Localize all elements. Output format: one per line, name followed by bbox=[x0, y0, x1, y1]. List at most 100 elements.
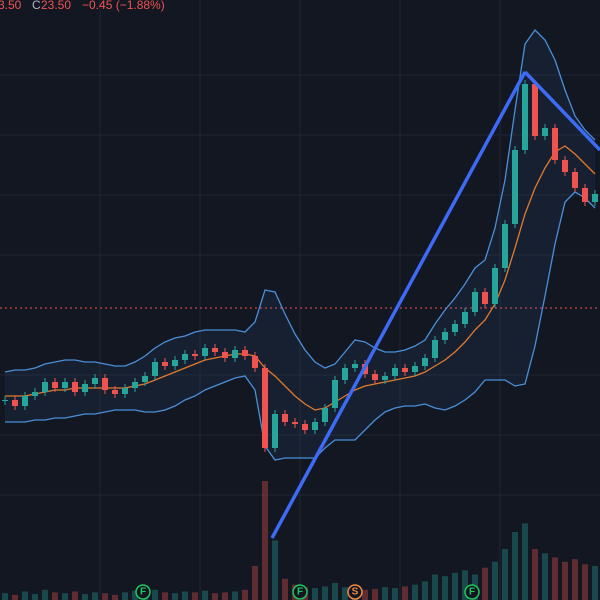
candle bbox=[302, 424, 308, 430]
candle bbox=[382, 376, 388, 380]
candle bbox=[442, 332, 448, 340]
volume-bar bbox=[272, 540, 278, 600]
trend-line bbox=[523, 70, 600, 152]
volume-bar bbox=[452, 572, 458, 600]
candle bbox=[322, 408, 328, 422]
volume-bar bbox=[342, 587, 348, 600]
candle bbox=[552, 128, 558, 160]
volume-bar bbox=[92, 592, 98, 600]
volume-bar bbox=[62, 593, 68, 600]
volume-bar bbox=[312, 588, 318, 600]
candle bbox=[282, 414, 288, 422]
candle bbox=[372, 374, 378, 380]
candle bbox=[432, 340, 438, 358]
volume-bar bbox=[132, 590, 138, 600]
volume-bar bbox=[102, 593, 108, 600]
volume-bar bbox=[552, 557, 558, 600]
volume-bar bbox=[562, 561, 568, 600]
volume-bar bbox=[112, 594, 118, 600]
volume-bar bbox=[412, 584, 418, 600]
candle bbox=[122, 388, 128, 394]
candle bbox=[142, 376, 148, 382]
event-label: F bbox=[469, 587, 475, 598]
volume-bar bbox=[592, 566, 598, 600]
candle bbox=[352, 364, 358, 368]
volume-bar bbox=[172, 593, 178, 600]
volume-bar bbox=[22, 591, 28, 600]
events: F F S F bbox=[135, 584, 480, 600]
candle bbox=[572, 172, 578, 188]
volume-bar bbox=[542, 553, 548, 600]
candle bbox=[312, 422, 318, 430]
volume-bar bbox=[462, 570, 468, 600]
candle bbox=[42, 382, 48, 392]
candle bbox=[522, 84, 528, 150]
volume-bar bbox=[442, 576, 448, 600]
volume-bar bbox=[242, 589, 248, 600]
event-label: F bbox=[140, 587, 146, 598]
candle bbox=[422, 358, 428, 366]
volume-bar bbox=[392, 588, 398, 600]
candle bbox=[32, 392, 38, 396]
volume-bar bbox=[42, 589, 48, 600]
volume-bar bbox=[162, 592, 168, 600]
volume-bar bbox=[222, 592, 228, 600]
candle bbox=[582, 188, 588, 202]
candle bbox=[452, 324, 458, 332]
candle bbox=[12, 400, 18, 406]
candle bbox=[262, 368, 268, 448]
candle bbox=[292, 422, 298, 424]
volume-bar bbox=[322, 586, 328, 600]
close-value: 23.50 bbox=[41, 0, 71, 12]
event-label: S bbox=[352, 587, 359, 598]
volume-bar bbox=[152, 589, 158, 600]
candle bbox=[2, 400, 8, 401]
volume-bar bbox=[482, 567, 488, 600]
candle bbox=[332, 380, 338, 408]
candle bbox=[92, 378, 98, 384]
volume-bar bbox=[52, 592, 58, 600]
candle bbox=[562, 160, 568, 172]
prev-value: 3.50 bbox=[0, 0, 22, 12]
trend-line bbox=[270, 71, 527, 539]
event-marker[interactable] bbox=[292, 584, 308, 600]
candle bbox=[212, 348, 218, 352]
event-marker[interactable] bbox=[464, 584, 480, 600]
change-value: −0.45 (−1.88%) bbox=[82, 0, 165, 12]
candle bbox=[112, 390, 118, 394]
volume-bar bbox=[492, 561, 498, 600]
volume-bar bbox=[32, 594, 38, 600]
candle bbox=[592, 194, 598, 202]
candle bbox=[82, 384, 88, 392]
candle bbox=[52, 382, 58, 388]
candle bbox=[182, 354, 188, 360]
candle bbox=[132, 382, 138, 388]
close-label: C bbox=[32, 0, 41, 12]
candle bbox=[232, 350, 238, 358]
plot bbox=[2, 28, 598, 600]
header: 3.50 C 23.50 −0.45 (−1.88%) bbox=[0, 0, 165, 12]
volume-bar bbox=[422, 581, 428, 600]
candle bbox=[272, 414, 278, 448]
volume-bar bbox=[502, 549, 508, 600]
volume-bar bbox=[212, 593, 218, 600]
event-marker[interactable] bbox=[347, 584, 363, 600]
candle bbox=[22, 396, 28, 406]
volume-bar bbox=[402, 586, 408, 600]
candle bbox=[472, 292, 478, 312]
candle bbox=[222, 352, 228, 358]
candle bbox=[252, 356, 258, 368]
event-marker[interactable] bbox=[135, 584, 151, 600]
volume-bar bbox=[252, 566, 258, 600]
volume-bar bbox=[262, 481, 268, 600]
event-label: F bbox=[297, 587, 303, 598]
volume-bar bbox=[572, 559, 578, 600]
candle bbox=[512, 150, 518, 224]
volume-bar bbox=[12, 594, 18, 600]
candle bbox=[72, 382, 78, 392]
volume-bar bbox=[512, 532, 518, 600]
volume-bar bbox=[282, 578, 288, 600]
candle bbox=[392, 368, 398, 376]
volume-bar bbox=[522, 523, 528, 600]
